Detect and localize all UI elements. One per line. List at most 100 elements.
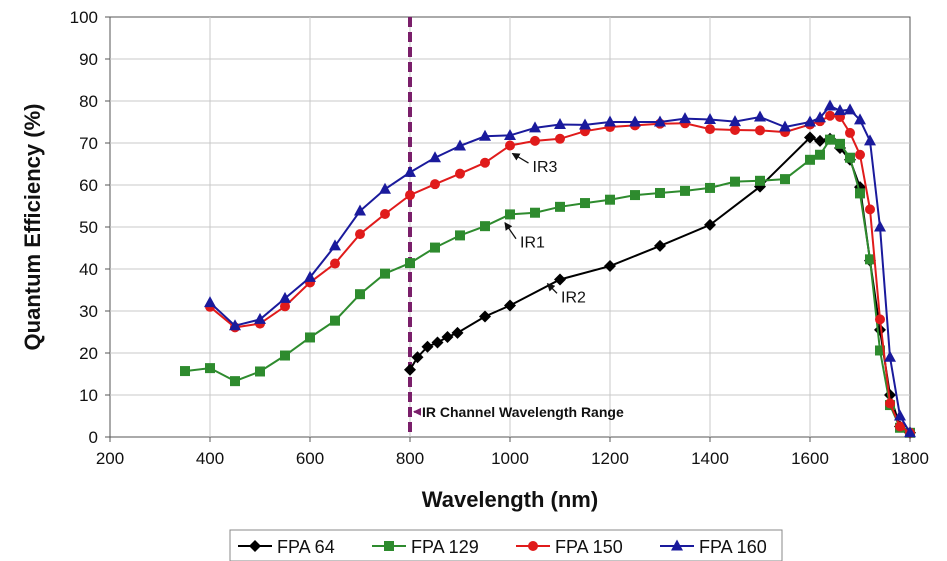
data-point (205, 363, 215, 374)
data-point (844, 103, 856, 115)
data-point (804, 115, 816, 127)
data-point (754, 110, 766, 122)
y-tick-label: 30 (79, 302, 98, 321)
y-tick-label: 50 (79, 218, 98, 237)
y-tick-label: 60 (79, 176, 98, 195)
legend-label: FPA 150 (555, 537, 623, 557)
data-point (854, 113, 866, 125)
y-tick-label: 20 (79, 344, 98, 363)
data-point (180, 366, 190, 377)
legend: FPA 64 FPA 129 FPA 150 FPA 160 (229, 529, 783, 561)
data-point (280, 350, 290, 361)
data-point (379, 182, 391, 194)
y-tick-label: 90 (79, 50, 98, 69)
data-point (430, 242, 440, 253)
data-point (529, 121, 541, 133)
data-point (654, 115, 666, 127)
data-point (605, 194, 615, 205)
data-point (479, 310, 491, 323)
data-point (455, 230, 465, 241)
annotation-arrow (504, 221, 517, 240)
data-point (555, 133, 565, 144)
tick-labels: 0 10 20 30 40 50 60 70 80 90 100 200 400 600 800 1000 12… (70, 8, 929, 468)
legend-label: FPA 160 (699, 537, 767, 557)
data-point (834, 104, 846, 116)
series-layer (180, 99, 916, 439)
data-point (229, 319, 241, 331)
series-fpa-150 (205, 110, 915, 438)
data-point (654, 239, 666, 252)
legend-marker (528, 541, 538, 551)
data-point (355, 289, 365, 300)
data-point (254, 312, 266, 324)
data-point (554, 273, 566, 286)
data-point (875, 314, 885, 325)
data-point (405, 258, 415, 269)
data-point (530, 135, 540, 146)
y-axis-title: Quantum Efficiency (%) (20, 104, 45, 351)
data-point (530, 207, 540, 218)
annotations: IR3 IR1 IR2 IR Channel Wavelength Range (413, 152, 624, 420)
data-point (894, 409, 906, 421)
data-point (680, 185, 690, 196)
data-point (479, 129, 491, 141)
data-point (429, 151, 441, 163)
data-point (804, 131, 816, 144)
data-point (455, 168, 465, 179)
data-point (864, 134, 876, 146)
data-point (555, 201, 565, 212)
data-point (441, 331, 454, 344)
data-point (679, 112, 691, 124)
data-point (874, 220, 886, 232)
data-point (451, 326, 464, 339)
x-tick-label: 1600 (791, 449, 829, 468)
data-point (554, 118, 566, 130)
data-point (875, 345, 885, 356)
annotation-arrow (511, 152, 529, 164)
data-point (779, 120, 791, 132)
data-point (865, 204, 875, 215)
x-tick-label: 1800 (891, 449, 929, 468)
annotation-ir1: IR1 (520, 235, 545, 252)
data-point (824, 99, 836, 111)
data-point (304, 270, 316, 282)
data-point (279, 291, 291, 303)
x-tick-label: 1200 (591, 449, 629, 468)
data-point (230, 376, 240, 387)
x-axis-title: Wavelength (nm) (422, 487, 598, 512)
annotation-ir-range: IR Channel Wavelength Range (422, 404, 624, 420)
data-point (729, 115, 741, 127)
data-point (404, 363, 416, 376)
data-point (480, 157, 490, 168)
data-point (380, 208, 390, 219)
data-point (865, 254, 875, 265)
data-point (705, 124, 715, 135)
data-point (895, 421, 905, 432)
data-point (411, 351, 424, 364)
data-point (845, 127, 855, 138)
data-point (730, 176, 740, 187)
data-point (825, 134, 835, 145)
legend-item: FPA 129 (372, 537, 479, 557)
data-point (855, 149, 865, 160)
data-point (505, 209, 515, 220)
annotation-ir2: IR2 (561, 289, 586, 306)
data-point (730, 124, 740, 135)
data-point (280, 301, 290, 312)
legend-marker (249, 540, 261, 552)
data-point (454, 139, 466, 151)
legend-marker (671, 539, 683, 551)
y-tick-label: 40 (79, 260, 98, 279)
data-point (835, 138, 845, 149)
data-point (204, 296, 216, 308)
data-point (904, 426, 916, 438)
data-point (884, 350, 896, 362)
data-point (305, 332, 315, 343)
data-point (505, 140, 515, 151)
data-point (431, 336, 444, 349)
x-tick-label: 1400 (691, 449, 729, 468)
data-point (330, 258, 340, 269)
legend-marker (384, 541, 394, 551)
data-point (380, 268, 390, 279)
